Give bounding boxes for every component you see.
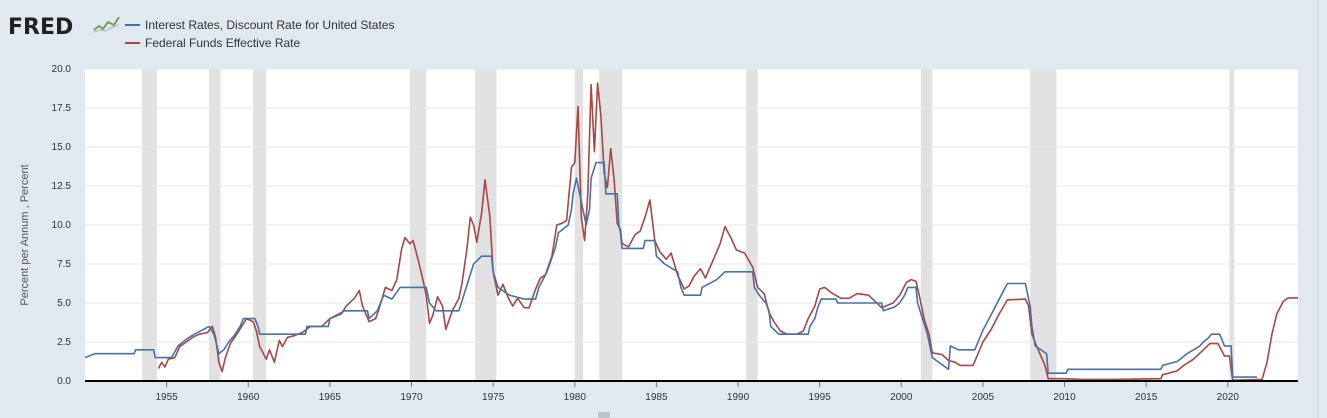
- x-tick-label: 1955: [156, 392, 179, 403]
- legend-entry[interactable]: Federal Funds Effective Rate: [145, 36, 301, 50]
- y-tick-label: 2.5: [57, 337, 71, 348]
- series-layer: [84, 82, 1298, 381]
- y-axis: 0.0 2.5 5.0 7.5 10.0 12.5 15.0 17.5 20.0: [52, 64, 72, 387]
- x-axis: 1955 1960 1965 1970 1975 1980 1985 1990 1995 2000…: [85, 380, 1298, 403]
- y-tick-label: 20.0: [52, 64, 72, 75]
- legend-entry[interactable]: Interest Rates, Discount Rate for United…: [145, 18, 394, 32]
- x-tick-label: 1985: [645, 392, 668, 403]
- x-tick-label: 2005: [972, 392, 995, 403]
- x-tick-label: 1965: [319, 392, 342, 403]
- x-tick-label: 2010: [1053, 392, 1076, 403]
- x-tick-label: 1970: [400, 392, 423, 403]
- series-line-discount-rate[interactable]: [84, 161, 1258, 378]
- fred-logo[interactable]: FRED: [8, 15, 120, 40]
- y-tick-label: 0.0: [57, 376, 71, 387]
- fred-logo-text: FRED: [8, 15, 73, 40]
- fred-sparkline-icon: [93, 16, 120, 33]
- gridlines: [85, 68, 1298, 343]
- x-tick-label: 1980: [564, 392, 587, 403]
- x-tick-label: 2000: [890, 392, 913, 403]
- y-tick-label: 5.0: [57, 298, 71, 309]
- x-tick-label: 1990: [727, 392, 750, 403]
- x-tick-label: 2015: [1135, 392, 1158, 403]
- y-axis-label: Percent per Annum , Percent: [19, 164, 31, 305]
- legend: Interest Rates, Discount Rate for United…: [125, 18, 394, 50]
- y-tick-label: 7.5: [57, 259, 71, 270]
- x-tick-label: 1975: [482, 392, 505, 403]
- y-tick-label: 12.5: [52, 181, 72, 192]
- y-tick-label: 15.0: [52, 142, 72, 153]
- y-tick-label: 10.0: [52, 220, 72, 231]
- x-tick-label: 2020: [1217, 392, 1240, 403]
- range-scroll-handle[interactable]: [598, 412, 610, 418]
- y-tick-label: 17.5: [52, 103, 72, 114]
- x-tick-label: 1995: [809, 392, 832, 403]
- x-tick-label: 1960: [237, 392, 260, 403]
